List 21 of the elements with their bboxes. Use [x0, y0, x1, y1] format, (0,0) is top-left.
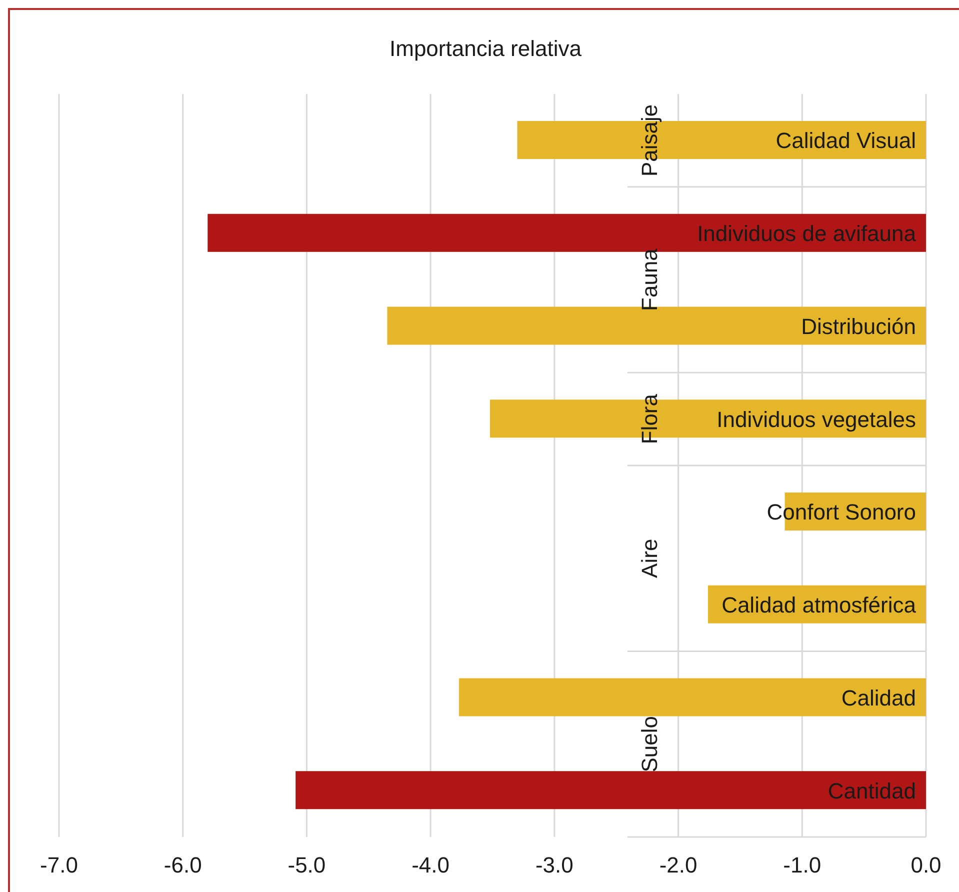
y-tick-label: Distribución	[801, 314, 916, 339]
x-tick-label: -1.0	[783, 852, 822, 878]
y-tick-label: Cantidad	[828, 778, 916, 804]
annotation: Fauna	[637, 248, 662, 311]
chart-title: Importancia relativa	[388, 36, 582, 62]
x-tick-label: -5.0	[288, 852, 326, 878]
x-tick-label: -6.0	[164, 852, 202, 878]
y-tick-label: Individuos de avifauna	[697, 221, 917, 246]
annotation: Aire	[637, 538, 662, 578]
y-tick-label: Individuos vegetales	[716, 406, 916, 432]
annotation: Paisaje	[637, 104, 662, 177]
annotation: Suelo	[637, 716, 662, 772]
y-tick-label: Calidad	[841, 685, 916, 710]
x-tick-label: -3.0	[535, 852, 574, 878]
y-tick-label: Calidad atmosférica	[722, 592, 917, 618]
x-tick-label: -4.0	[412, 852, 450, 878]
x-tick-label: 0.0	[910, 852, 942, 878]
annotation: Flora	[637, 393, 662, 444]
y-tick-label: Calidad Visual	[776, 128, 916, 154]
x-tick-label: -2.0	[659, 852, 698, 878]
x-tick-label: -7.0	[40, 852, 78, 878]
